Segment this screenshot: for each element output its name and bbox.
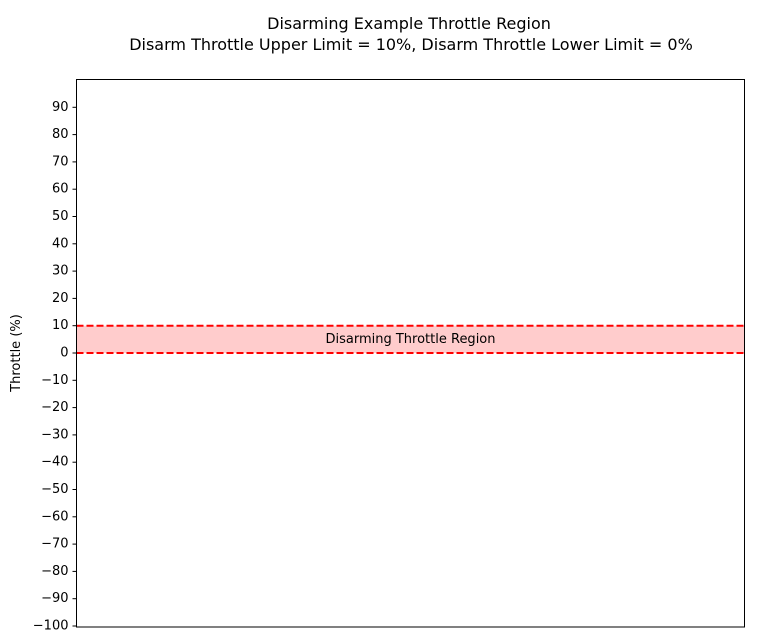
y-tick-label: −70: [41, 537, 68, 552]
y-tick-label: −10: [41, 373, 68, 388]
chart-subtitle: Disarm Throttle Upper Limit = 10%, Disar…: [129, 35, 693, 54]
y-tick-label: −30: [41, 427, 68, 442]
y-tick-label: −20: [41, 400, 68, 415]
y-tick-label: −40: [41, 455, 68, 470]
y-tick-label: −100: [33, 619, 69, 634]
y-tick-label: −90: [41, 591, 68, 606]
y-tick-label: 70: [52, 154, 69, 169]
plot-area: Disarming Throttle Region: [76, 79, 745, 628]
y-tick-label: 0: [60, 346, 68, 361]
y-tick-label: 20: [52, 291, 69, 306]
chart-title: Disarming Example Throttle Region: [267, 14, 551, 33]
region-label: Disarming Throttle Region: [325, 332, 495, 347]
y-tick-label: 30: [52, 264, 69, 279]
y-tick-label: 50: [52, 209, 69, 224]
y-tick-label: 90: [52, 100, 69, 115]
y-tick-label: 40: [52, 236, 69, 251]
y-tick-label: 10: [52, 318, 69, 333]
y-axis: −100−90−80−70−60−50−40−30−20−10010203040…: [33, 100, 77, 634]
y-tick-label: −50: [41, 482, 68, 497]
y-axis-label: Throttle (%): [9, 314, 24, 393]
disarm-region-band: [76, 325, 745, 353]
y-tick-label: 80: [52, 127, 69, 142]
y-tick-label: −60: [41, 509, 68, 524]
y-tick-label: 60: [52, 182, 69, 197]
y-tick-label: −80: [41, 564, 68, 579]
